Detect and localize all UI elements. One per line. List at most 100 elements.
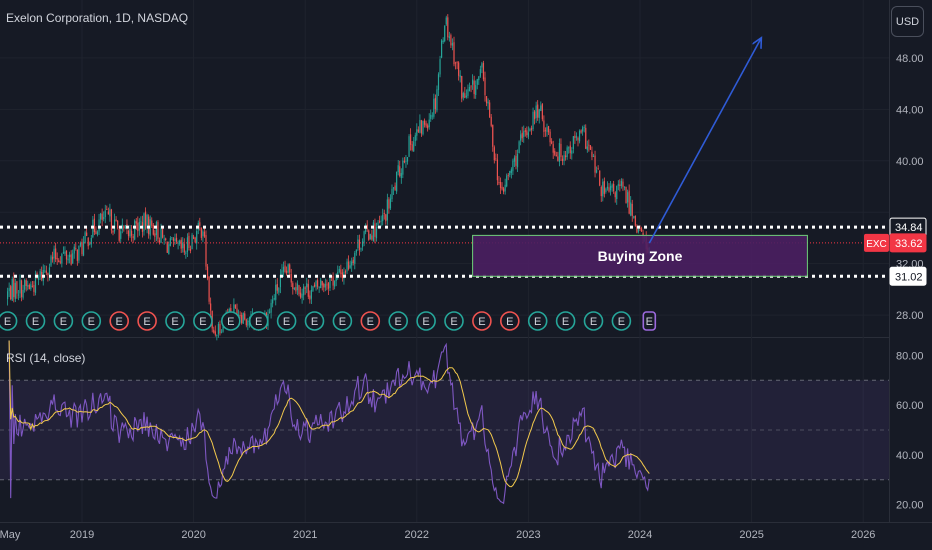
candle-body — [599, 170, 601, 186]
earnings-marker: E — [81, 311, 102, 331]
candle-body — [247, 320, 249, 326]
time-tick-label: 2025 — [739, 529, 763, 541]
candle-body — [313, 284, 316, 287]
candle-body — [217, 323, 219, 335]
candle-body — [321, 281, 323, 286]
rsi-tick-label: 20.00 — [896, 500, 924, 512]
candle-body — [131, 230, 133, 236]
candle-body — [597, 168, 599, 170]
price-tick-label: 44.00 — [896, 104, 924, 116]
earnings-marker-letter: E — [60, 316, 67, 328]
candle-body — [233, 304, 235, 316]
candle-body — [282, 266, 285, 272]
candle-body — [14, 282, 16, 299]
candle-body — [611, 184, 613, 188]
rsi-series — [8, 340, 650, 505]
candle-body — [507, 174, 509, 176]
candle-body — [344, 270, 347, 273]
earnings-marker-letter: E — [4, 316, 11, 328]
earnings-marker-circle — [360, 311, 381, 331]
buying-zone-box — [472, 234, 808, 277]
candle-body — [98, 219, 100, 232]
candle-body — [445, 17, 447, 25]
time-tick-label: 2024 — [628, 529, 652, 541]
candle-body — [534, 111, 536, 120]
candle-body — [337, 271, 339, 274]
candle-body — [493, 147, 495, 161]
buying-zone[interactable]: Buying Zone — [472, 234, 808, 277]
candle-body — [437, 74, 440, 90]
candle-body — [69, 254, 71, 258]
candle-body — [75, 248, 77, 249]
candle-body — [636, 226, 638, 233]
candle-body — [470, 86, 472, 88]
candle-body — [386, 199, 388, 221]
earnings-marker-circle — [25, 311, 46, 331]
candle-body — [272, 299, 274, 304]
candle-body — [547, 126, 550, 133]
candle-body — [354, 252, 356, 264]
candle-body — [289, 264, 291, 273]
currency-button[interactable]: USD — [891, 6, 924, 37]
candle-body — [216, 334, 218, 336]
candle-body — [20, 280, 23, 297]
candle-body — [625, 187, 627, 203]
candle-body — [117, 220, 119, 228]
candle-body — [423, 120, 426, 125]
candle-body — [72, 253, 74, 264]
earnings-marker-letter: E — [506, 316, 513, 328]
earnings-marker-letter: E — [618, 316, 625, 328]
candle-body — [351, 261, 353, 266]
candle-body — [309, 295, 311, 300]
candle-body — [495, 158, 497, 160]
candle-body — [640, 228, 643, 232]
candle-body — [399, 166, 401, 177]
candle-body — [464, 93, 466, 99]
candle-body — [61, 254, 63, 264]
candle-body — [205, 235, 207, 267]
earnings-marker: E — [642, 311, 657, 331]
candle-body — [363, 231, 365, 243]
candle-body — [613, 183, 615, 192]
candle-body — [434, 98, 436, 110]
candle-body — [56, 258, 58, 260]
candle-body — [245, 319, 247, 326]
candle-body — [596, 170, 598, 173]
candle-body — [103, 217, 105, 220]
price-tick-label: 28.00 — [896, 310, 924, 322]
candle-body — [121, 224, 123, 230]
candle-body — [588, 144, 590, 146]
candle-body — [616, 185, 618, 200]
candle-body — [81, 242, 83, 255]
candle-body — [417, 129, 419, 132]
candle-body — [603, 180, 605, 194]
candle-body — [389, 198, 392, 209]
candle-body — [608, 187, 610, 192]
candle-body — [28, 284, 30, 289]
candle-body — [162, 228, 164, 238]
earnings-marker: E — [472, 311, 492, 331]
candle-body — [219, 324, 221, 334]
candle-body — [541, 104, 543, 120]
candle-body — [109, 209, 111, 217]
candle-body — [48, 267, 51, 275]
candle-body — [605, 188, 607, 193]
candle-body — [8, 288, 10, 292]
candle-body — [366, 224, 368, 230]
support-resistance-lines[interactable] — [0, 225, 889, 278]
candle-body — [120, 231, 122, 239]
earnings-marker: E — [53, 311, 74, 331]
candle-body — [459, 75, 461, 78]
candle-body — [510, 169, 512, 173]
candle-body — [318, 286, 320, 288]
candle-body — [428, 119, 430, 128]
earnings-marker: E — [193, 311, 213, 331]
candle-body — [524, 130, 526, 132]
candle-body — [400, 173, 402, 178]
projection-arrow[interactable] — [648, 39, 761, 244]
candle-body — [371, 235, 373, 240]
candle-body — [589, 145, 591, 150]
candle-body — [189, 248, 192, 251]
